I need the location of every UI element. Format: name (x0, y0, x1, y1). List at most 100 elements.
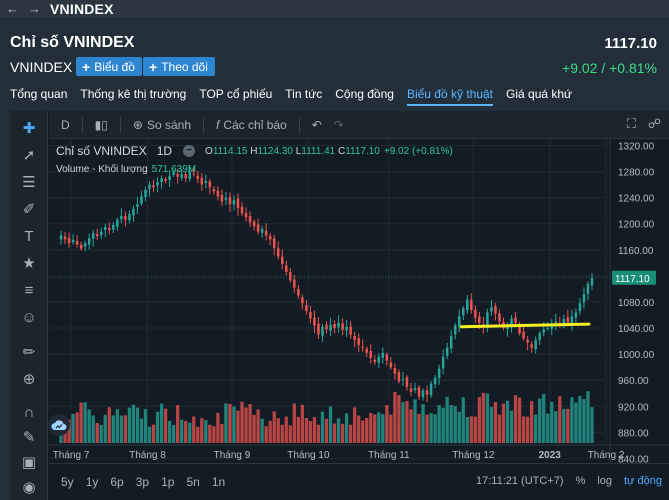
chart-button[interactable]: + Biểu đồ (76, 57, 142, 76)
fib-tool-icon[interactable]: ☰ (22, 174, 36, 191)
candle-body (140, 196, 143, 204)
toolbar-divider (81, 116, 83, 133)
volume-bar (163, 408, 168, 443)
candle-body (272, 238, 276, 248)
log-toggle[interactable]: log (597, 475, 613, 487)
candle-body (445, 347, 449, 356)
volume-bar (453, 406, 457, 443)
interval-selector[interactable]: D (61, 117, 70, 132)
tab-6[interactable]: Giá quá khứ (506, 87, 573, 101)
ruler-icon[interactable]: ✏ (22, 344, 36, 361)
candle-body (232, 200, 236, 205)
volume-bar (284, 416, 288, 443)
volume-bar (240, 401, 244, 443)
range-5y[interactable]: 5y (61, 475, 74, 489)
candle-body (337, 322, 340, 328)
time-tick-label: Tháng 11 (368, 450, 410, 461)
volume-bar (521, 416, 526, 443)
emoji-icon[interactable]: ☺ (21, 308, 37, 326)
candle-body (212, 188, 216, 192)
prediction-tool-icon[interactable]: ≡ (24, 281, 34, 299)
volume-bar (252, 414, 256, 443)
tab-3[interactable]: Tin tức (285, 87, 323, 101)
redo-icon[interactable]: ↷ (333, 117, 344, 132)
undo-icon[interactable]: ↶ (311, 117, 322, 132)
volume-bar (369, 412, 373, 443)
chart-toolbar: D ▮▯ ⊕ So sánh f Các chỉ báo ↶ ↷ ⛶ ☍ (49, 111, 669, 139)
time-tick-label: Tháng 10 (287, 450, 330, 461)
plus-icon: + (149, 58, 158, 75)
volume-bar (389, 414, 393, 443)
volume-bar (566, 408, 570, 443)
yellow-trend-line (459, 322, 591, 329)
volume-bar (171, 424, 176, 443)
volume-bar (538, 398, 542, 443)
range-3p[interactable]: 3p (135, 475, 150, 489)
volume-bar (184, 421, 188, 443)
candle-body (148, 184, 151, 189)
candle-body (441, 356, 445, 369)
price-tick-label: 880.00 (618, 428, 649, 439)
volume-bar (473, 416, 477, 443)
volume-bar (449, 405, 453, 443)
text-tool-icon[interactable]: T (24, 227, 34, 245)
indicators-button[interactable]: f Các chỉ báo (216, 118, 287, 132)
brush-icon[interactable]: ✐ (22, 201, 36, 218)
range-1p[interactable]: 1p (161, 475, 175, 489)
volume-label: Volume - Khối lượng (56, 164, 148, 175)
forward-arrow-icon[interactable]: → (28, 1, 41, 16)
tradingview-logo[interactable] (48, 414, 70, 436)
magnet-icon[interactable]: ∩ (23, 403, 35, 421)
auto-scale-toggle[interactable]: tự động (624, 475, 662, 487)
candle-type-icon[interactable]: ▮▯ (94, 117, 108, 132)
tab-5[interactable]: Biểu đồ kỹ thuật (406, 87, 494, 106)
volume-bar (461, 397, 465, 443)
volume-bar (103, 414, 107, 443)
eye-icon[interactable]: ◉ (22, 479, 36, 496)
share-icon[interactable]: ☍ (647, 116, 661, 131)
candle-body (112, 225, 115, 230)
zoom-in-icon[interactable]: ⊕ (22, 371, 36, 388)
compare-button[interactable]: ⊕ So sánh (133, 118, 191, 132)
volume-bar (377, 412, 381, 443)
volume-bar (83, 402, 87, 443)
price-tick-label: 1320.00 (618, 142, 655, 153)
volume-bar (75, 412, 79, 443)
follow-button[interactable]: + Theo dõi (143, 57, 215, 76)
volume-bar (67, 419, 71, 443)
lock-drawing-icon[interactable]: ✎ (22, 429, 36, 446)
lock-icon[interactable]: ▣ (21, 454, 37, 471)
price-tick-label: 1000.00 (618, 350, 655, 361)
volume-bar (546, 413, 550, 443)
volume-bar (87, 409, 91, 443)
range-5n[interactable]: 5n (186, 475, 200, 489)
tab-4[interactable]: Cộng đồng (335, 87, 394, 101)
percent-toggle[interactable]: % (575, 475, 586, 487)
cloud-icon (51, 420, 67, 430)
tab-2[interactable]: TOP cổ phiếu (199, 87, 273, 101)
drawing-toolbar: ✚ ➚ ☰ ✐ T ★ ≡ ☺ ✏ ⊕ ∩ ✎ ▣ ◉ (10, 111, 48, 500)
candle-body (401, 378, 405, 380)
back-arrow-icon[interactable]: ← (6, 1, 19, 16)
candle-body (276, 248, 280, 257)
range-1n[interactable]: 1n (211, 475, 226, 489)
fullscreen-icon[interactable]: ⛶ (626, 116, 636, 131)
candle-body (240, 206, 244, 214)
range-1y[interactable]: 1y (85, 475, 99, 489)
open-label: O (205, 145, 213, 157)
candle-body (590, 277, 594, 286)
crosshair-icon[interactable]: ✚ (22, 120, 36, 137)
volume-bar (586, 391, 590, 443)
trend-line-icon[interactable]: ➚ (22, 147, 36, 164)
collapse-legend-icon[interactable]: − (183, 145, 196, 157)
open-value: 1114.15 (212, 145, 248, 157)
candle-body (449, 335, 453, 349)
pattern-tool-icon[interactable]: ★ (22, 255, 36, 272)
range-6p[interactable]: 6p (110, 475, 124, 489)
price-chart[interactable]: 1320.001280.001240.001200.001160.001120.… (49, 139, 669, 463)
tab-1[interactable]: Thống kê thị trường (80, 87, 187, 101)
volume-bar (397, 395, 401, 443)
candle-body (156, 182, 159, 186)
candle-body (345, 326, 348, 331)
tab-0[interactable]: Tổng quan (10, 87, 68, 101)
